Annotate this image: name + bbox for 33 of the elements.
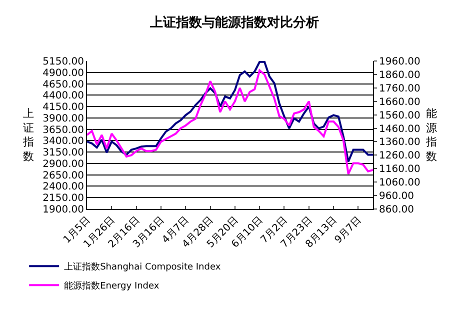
y2-tick-label: 1760.00: [379, 83, 420, 94]
y2-tick-label: 1360.00: [379, 137, 420, 148]
y-tick-label: 2900.00: [42, 158, 84, 170]
y-tick-label: 5150.00: [42, 56, 84, 68]
y2-tick-label: 1060.00: [379, 178, 420, 189]
line-series: [87, 69, 373, 176]
y2-tick-label: 1160.00: [379, 164, 420, 176]
y2-tick-label: 1260.00: [379, 150, 420, 162]
y-tick-label: 3650.00: [42, 124, 84, 136]
y2-tick-label: 960.00: [379, 191, 414, 202]
y2-axis-title: 能源指数: [425, 107, 437, 163]
legend-label: 上证指数Shanghai Composite Index: [64, 262, 222, 273]
y2-tick-label: 860.00: [379, 204, 414, 216]
y-tick-label: 4900.00: [42, 68, 84, 79]
y-tick-label: 4650.00: [42, 79, 84, 90]
y-tick-label: 3150.00: [42, 148, 84, 159]
y2-tick-label: 1860.00: [379, 70, 420, 81]
y-axis-title: 上证指数: [22, 107, 34, 163]
y-tick-label: 4400.00: [42, 90, 84, 102]
y-tick-label: 1900.00: [42, 204, 84, 216]
y2-tick-label: 1960.00: [379, 56, 420, 68]
y2-tick-label: 1560.00: [379, 110, 420, 122]
y-tick-label: 2150.00: [42, 193, 84, 204]
line-series: [87, 61, 373, 163]
y-tick-label: 4150.00: [42, 102, 84, 114]
chart-title: 上证指数与能源指数对比分析: [149, 14, 319, 31]
y-tick-label: 2650.00: [42, 170, 84, 182]
legend-label: 能源指数Energy Index: [64, 280, 160, 292]
y2-tick-label: 1460.00: [379, 124, 420, 135]
y2-tick-label: 1660.00: [379, 96, 420, 108]
y-tick-label: 2400.00: [42, 182, 84, 193]
y-tick-label: 3900.00: [42, 113, 84, 124]
y-tick-label: 3400.00: [42, 136, 84, 148]
